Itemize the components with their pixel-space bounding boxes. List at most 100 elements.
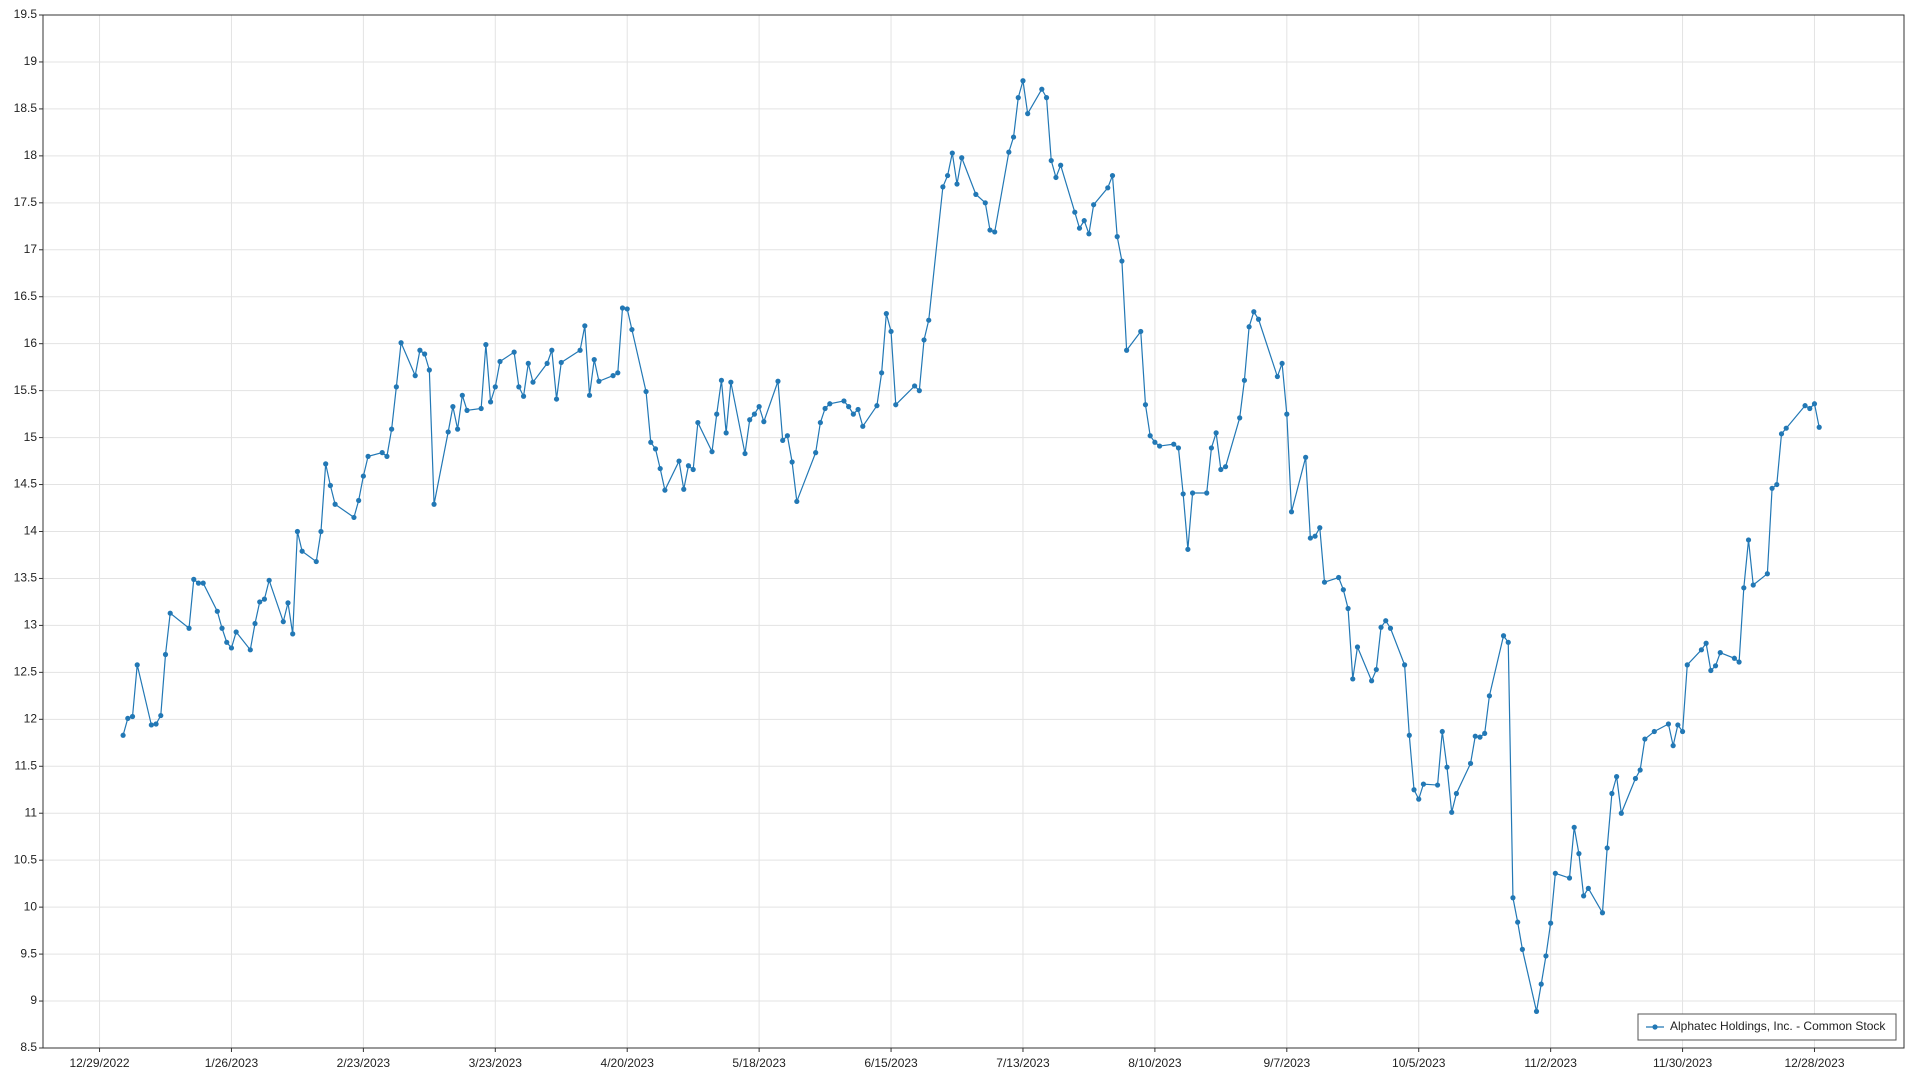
data-point (1043, 95, 1050, 101)
data-point (827, 401, 833, 407)
data-point (1006, 149, 1012, 155)
data-point (676, 458, 682, 464)
data-point (1552, 870, 1558, 876)
data-point (582, 323, 588, 329)
data-point (1312, 533, 1318, 539)
data-point (290, 631, 296, 637)
x-tick-label: 5/18/2023 (732, 1056, 786, 1070)
data-point (445, 429, 451, 435)
data-point (426, 367, 432, 373)
data-point (1679, 728, 1686, 735)
data-point (1354, 644, 1361, 650)
data-point (987, 227, 993, 233)
data-point (973, 191, 979, 197)
data-point (214, 608, 220, 614)
data-point (1548, 920, 1554, 926)
data-point (959, 155, 965, 161)
y-tick-label: 9 (30, 993, 37, 1007)
data-point (1416, 796, 1422, 802)
data-point (299, 548, 305, 554)
data-point (1237, 415, 1243, 421)
y-tick-label: 11 (25, 805, 38, 819)
data-point (615, 370, 621, 376)
data-point (912, 383, 918, 389)
data-point (1105, 185, 1111, 191)
data-point (511, 349, 517, 355)
data-point (285, 600, 291, 606)
y-tick-label: 18.5 (14, 101, 38, 115)
series-line (122, 80, 1820, 1012)
data-point (1274, 373, 1280, 380)
data-point (1614, 774, 1620, 780)
data-point (1222, 464, 1229, 470)
data-point (294, 528, 301, 535)
x-tick-label: 10/5/2023 (1392, 1056, 1446, 1070)
data-point (1015, 95, 1021, 101)
data-point (162, 651, 169, 658)
y-tick-label: 16.5 (14, 289, 38, 303)
data-point (841, 398, 847, 404)
data-point (1604, 845, 1610, 851)
data-point (629, 326, 635, 333)
data-point (1585, 885, 1591, 891)
data-point (1736, 659, 1742, 665)
data-point (148, 722, 154, 728)
data-point (1637, 767, 1643, 773)
x-tick-label: 4/20/2023 (601, 1056, 655, 1070)
data-point (1750, 582, 1756, 588)
data-point (742, 450, 748, 457)
y-tick-label: 19.5 (14, 7, 38, 21)
y-tick-label: 15 (24, 430, 38, 444)
data-point (224, 639, 230, 645)
x-tick-label: 8/10/2023 (1128, 1056, 1182, 1070)
data-point (1807, 405, 1813, 412)
data-point (888, 328, 894, 335)
data-point (1665, 721, 1672, 727)
data-point (1769, 485, 1775, 491)
data-point (1467, 760, 1474, 767)
data-point (1241, 377, 1248, 383)
data-point (982, 200, 988, 206)
data-point (1741, 585, 1747, 591)
data-point (954, 181, 960, 187)
data-point (681, 486, 687, 492)
data-point (1802, 403, 1808, 409)
data-point (1538, 981, 1544, 987)
data-point (1519, 946, 1525, 952)
data-point (817, 419, 823, 426)
data-point (1345, 605, 1351, 612)
data-point (1571, 824, 1577, 830)
data-point (313, 558, 319, 565)
data-point (1453, 790, 1460, 797)
data-point (619, 305, 626, 311)
data-point (1774, 481, 1780, 488)
data-point (134, 662, 140, 668)
data-point (1208, 445, 1215, 451)
data-point (1510, 895, 1516, 901)
data-point (478, 405, 484, 412)
data-point (1576, 851, 1582, 857)
data-point (1109, 172, 1116, 179)
plot-border (42, 14, 1905, 1049)
data-point (1350, 676, 1356, 682)
y-tick-label: 8.5 (20, 1040, 37, 1054)
data-point (1472, 733, 1478, 739)
y-tick-label: 18 (24, 148, 38, 162)
data-point (1251, 309, 1257, 315)
data-point (846, 404, 852, 410)
plot-area (120, 78, 1822, 1014)
y-tick-label: 14.5 (14, 477, 38, 491)
x-tick-label: 1/26/2023 (205, 1056, 259, 1070)
axes: 8.5 9 9.5 10 10.5 11 11.5 12 12.5 13 13.5 14 14.5 15 1… (14, 7, 1905, 1070)
data-point (813, 450, 819, 456)
data-point (1543, 953, 1549, 959)
data-point (1515, 919, 1521, 925)
data-point (1114, 234, 1120, 240)
data-point (1213, 430, 1219, 436)
y-tick-label: 13.5 (14, 571, 38, 585)
y-tick-label: 19 (24, 54, 38, 68)
data-point (1816, 424, 1822, 430)
data-point (158, 712, 164, 719)
